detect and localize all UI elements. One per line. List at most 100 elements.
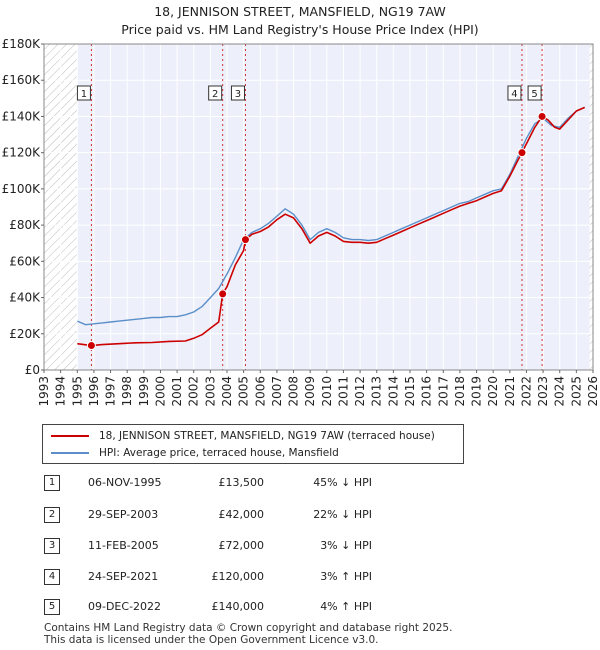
hatched-region-after — [589, 44, 593, 370]
sale-marker-label: 4 — [44, 569, 60, 585]
sale-hpi-delta: 22% ↓ HPI — [313, 508, 372, 521]
y-tick-label: £140K — [2, 109, 42, 123]
chart-title: 18, JENNISON STREET, MANSFIELD, NG19 7AW — [154, 4, 446, 19]
x-tick-label: 2007 — [270, 376, 284, 407]
price-chart: £0 £20K £40K £60K £80K £100K £120K £140K £160K £1… — [2, 37, 600, 407]
sale-label-text: 5 — [531, 89, 537, 100]
x-tick-label: 2018 — [453, 376, 467, 407]
sale-hpi-delta: 3% ↓ HPI — [320, 539, 372, 552]
sale-hpi-delta: 4% ↑ HPI — [320, 600, 372, 613]
y-tick-label: £40K — [9, 291, 41, 305]
x-tick-label: 2009 — [303, 376, 317, 407]
footer-line-2: This data is licensed under the Open Gov… — [44, 634, 379, 646]
plot-frame — [43, 43, 594, 371]
sale-date: 09-DEC-2022 — [88, 600, 162, 613]
x-tick-label: 1997 — [104, 376, 118, 407]
sale-price: £72,000 — [218, 539, 265, 552]
sale-label-text: 1 — [81, 89, 87, 100]
sale-label-text: 2 — [212, 89, 218, 100]
x-tick-label: 2010 — [320, 376, 334, 407]
x-tick-label: 1996 — [87, 376, 101, 407]
x-tick-label: 1999 — [137, 376, 151, 407]
x-tick-label: 2001 — [170, 376, 184, 407]
chart-subtitle: Price paid vs. HM Land Registry's House … — [121, 22, 479, 37]
x-tick-label: 2005 — [237, 376, 251, 407]
x-tick-label: 2026 — [586, 376, 600, 407]
sale-date: 06-NOV-1995 — [88, 476, 162, 489]
sale-point — [240, 235, 250, 245]
sale-marker-label: 1 — [44, 475, 60, 491]
footer-attribution: Contains HM Land Registry data © Crown c… — [44, 622, 452, 646]
sale-row: 5 09-DEC-2022 £140,000 4% ↑ HPI — [42, 598, 562, 616]
x-tick-label: 1994 — [54, 376, 68, 407]
x-tick-label: 1993 — [37, 376, 51, 407]
hpi-line — [77, 106, 585, 326]
x-tick-label: 1995 — [70, 376, 84, 407]
sale-point — [86, 341, 96, 351]
x-tick-label: 2016 — [420, 376, 434, 407]
x-tick-label: 2025 — [569, 376, 583, 407]
y-tick-label: £0 — [25, 363, 40, 377]
sale-marker-label: 2 — [44, 507, 60, 523]
sale-row: 2 29-SEP-2003 £42,000 22% ↓ HPI — [42, 506, 562, 524]
x-tick-label: 2003 — [203, 376, 217, 407]
legend-item-property: 18, JENNISON STREET, MANSFIELD, NG19 7AW… — [51, 428, 435, 444]
sale-price: £13,500 — [218, 476, 265, 489]
legend-label-hpi: HPI: Average price, terraced house, Mans… — [99, 447, 339, 459]
sale-marker-label: 5 — [44, 599, 60, 615]
x-tick-label: 2014 — [386, 376, 400, 407]
sale-point — [517, 148, 527, 158]
sale-row: 4 24-SEP-2021 £120,000 3% ↑ HPI — [42, 568, 562, 586]
x-tick-label: 2002 — [187, 376, 201, 407]
sale-hpi-delta: 3% ↑ HPI — [320, 570, 372, 583]
y-tick-label: £80K — [9, 218, 41, 232]
x-tick-label: 2015 — [403, 376, 417, 407]
sale-point — [218, 289, 228, 299]
sale-label-box — [230, 85, 245, 101]
sale-label-box — [527, 85, 542, 101]
sale-row: 1 06-NOV-1995 £13,500 45% ↓ HPI — [42, 474, 562, 492]
sale-row: 3 11-FEB-2005 £72,000 3% ↓ HPI — [42, 537, 562, 555]
x-tick-label: 2020 — [486, 376, 500, 407]
x-tick-label: 2022 — [519, 376, 533, 407]
sale-label-text: 3 — [235, 89, 241, 100]
sale-marker-label: 3 — [44, 538, 60, 554]
x-tick-label: 2017 — [436, 376, 450, 407]
sale-label-text: 4 — [511, 89, 517, 100]
x-tick-label: 2023 — [536, 376, 550, 407]
x-tick-label: 1998 — [120, 376, 134, 407]
x-tick-label: 2024 — [553, 376, 567, 407]
y-tick-label: £60K — [9, 254, 41, 268]
x-tick-label: 2004 — [220, 376, 234, 407]
sale-price: £140,000 — [211, 600, 265, 613]
x-tick-label: 2006 — [253, 376, 267, 407]
chart-legend: 18, JENNISON STREET, MANSFIELD, NG19 7AW… — [42, 424, 464, 464]
sale-date: 24-SEP-2021 — [88, 570, 159, 583]
legend-item-hpi: HPI: Average price, terraced house, Mans… — [51, 445, 339, 461]
plot-area — [44, 44, 593, 370]
x-tick-label: 2012 — [353, 376, 367, 407]
sale-label-box — [76, 85, 91, 101]
sale-date: 11-FEB-2005 — [88, 539, 159, 552]
x-tick-label: 2011 — [336, 376, 350, 407]
y-tick-label: £120K — [2, 146, 42, 160]
x-tick-label: 2000 — [153, 376, 167, 407]
x-tick-label: 2021 — [503, 376, 517, 407]
sale-hpi-delta: 45% ↓ HPI — [313, 476, 372, 489]
legend-swatch-hpi — [51, 452, 89, 454]
sale-date: 29-SEP-2003 — [88, 508, 159, 521]
y-tick-label: £20K — [9, 327, 41, 341]
y-tick-label: £180K — [2, 37, 42, 51]
legend-swatch-property — [51, 435, 89, 437]
sale-label-box — [208, 85, 223, 101]
y-tick-label: £100K — [2, 182, 42, 196]
y-tick-label: £160K — [2, 73, 42, 87]
property-price-line — [77, 106, 586, 347]
legend-label-property: 18, JENNISON STREET, MANSFIELD, NG19 7AW… — [99, 430, 435, 442]
sale-label-box — [507, 85, 522, 101]
footer-line-1: Contains HM Land Registry data © Crown c… — [44, 622, 453, 634]
sale-price: £42,000 — [218, 508, 265, 521]
x-tick-label: 2008 — [287, 376, 301, 407]
x-tick-label: 2013 — [370, 376, 384, 407]
sale-point — [537, 111, 547, 121]
